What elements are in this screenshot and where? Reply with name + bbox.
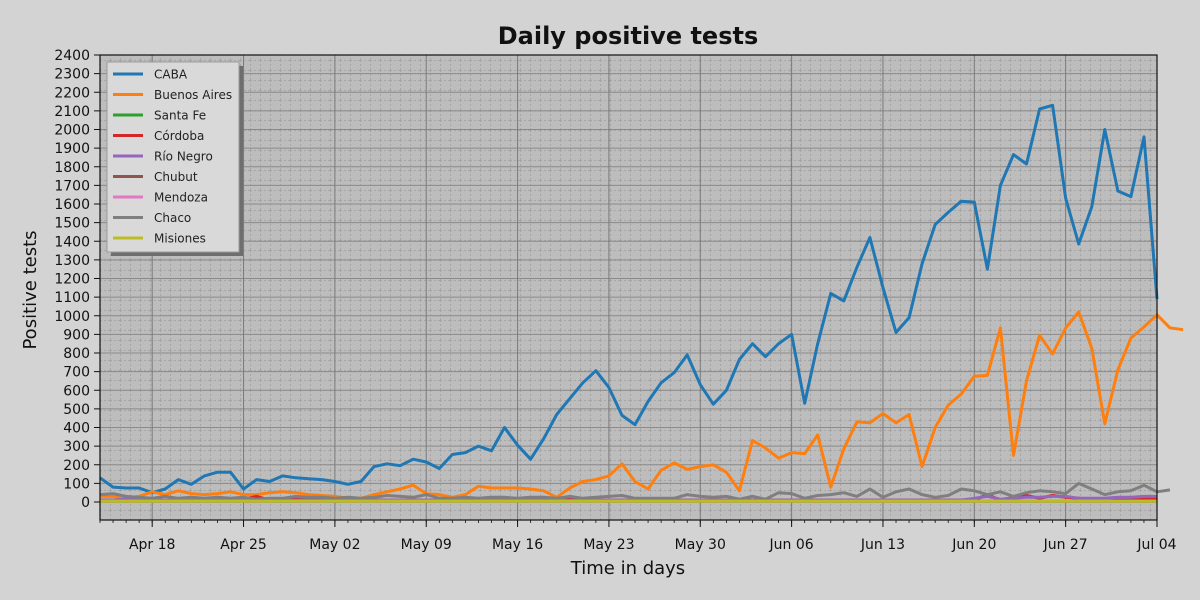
y-tick-label: 2300 xyxy=(54,67,90,83)
y-tick-label: 700 xyxy=(63,365,90,381)
y-axis-label: Positive tests xyxy=(20,230,41,349)
x-tick-label: Jun 27 xyxy=(1043,537,1088,553)
legend: CABA Buenos Aires Santa Fe Córdoba Río Negro… xyxy=(107,62,243,256)
y-tick-label: 1600 xyxy=(54,197,90,213)
x-axis-ticks: Apr 18 Apr 25 May 02 May 09 May 16 May 23 May … xyxy=(100,520,1177,553)
y-axis-ticks: 0 100 200 300 400 500 600 700 800 900 1000 1100 1200… xyxy=(54,48,100,511)
legend-label: Santa Fe xyxy=(154,109,206,123)
y-tick-label: 2100 xyxy=(54,104,90,120)
legend-label: Río Negro xyxy=(154,150,213,164)
y-tick-label: 1200 xyxy=(54,272,90,288)
y-tick-label: 0 xyxy=(81,495,90,511)
x-tick-label: May 02 xyxy=(309,537,360,553)
legend-label: Buenos Aires xyxy=(154,88,232,102)
y-tick-label: 600 xyxy=(63,383,90,399)
x-tick-label: May 23 xyxy=(583,537,634,553)
y-tick-label: 100 xyxy=(63,476,90,492)
y-tick-label: 300 xyxy=(63,439,90,455)
y-tick-label: 900 xyxy=(63,327,90,343)
legend-label: Córdoba xyxy=(154,129,204,143)
x-tick-label: May 09 xyxy=(401,537,452,553)
y-tick-label: 1700 xyxy=(54,178,90,194)
y-tick-label: 1500 xyxy=(54,216,90,232)
x-tick-label: Jun 20 xyxy=(951,537,996,553)
plot-area xyxy=(100,55,1157,520)
legend-label: Mendoza xyxy=(154,191,208,205)
y-tick-label: 400 xyxy=(63,421,90,437)
y-tick-label: 1100 xyxy=(54,290,90,306)
legend-label: Misiones xyxy=(154,232,206,246)
chart-title: Daily positive tests xyxy=(498,22,759,50)
legend-label: CABA xyxy=(154,68,188,82)
y-tick-label: 1900 xyxy=(54,141,90,157)
x-tick-label: Apr 25 xyxy=(220,537,266,553)
y-tick-label: 2200 xyxy=(54,85,90,101)
x-tick-label: May 16 xyxy=(492,537,543,553)
y-tick-label: 2000 xyxy=(54,123,90,139)
y-tick-label: 1800 xyxy=(54,160,90,176)
y-tick-label: 800 xyxy=(63,346,90,362)
x-tick-label: Apr 18 xyxy=(129,537,175,553)
y-tick-label: 200 xyxy=(63,458,90,474)
x-tick-label: Jun 06 xyxy=(769,537,814,553)
legend-label: Chaco xyxy=(154,211,191,225)
x-tick-label: Jun 13 xyxy=(860,537,905,553)
y-tick-label: 1000 xyxy=(54,309,90,325)
x-tick-label: May 30 xyxy=(675,537,726,553)
y-tick-label: 500 xyxy=(63,402,90,418)
x-axis-label: Time in days xyxy=(570,558,685,579)
y-tick-label: 1300 xyxy=(54,253,90,269)
x-tick-label: Jul 04 xyxy=(1136,537,1176,553)
y-tick-label: 1400 xyxy=(54,234,90,250)
legend-label: Chubut xyxy=(154,170,198,184)
y-tick-label: 2400 xyxy=(54,48,90,64)
